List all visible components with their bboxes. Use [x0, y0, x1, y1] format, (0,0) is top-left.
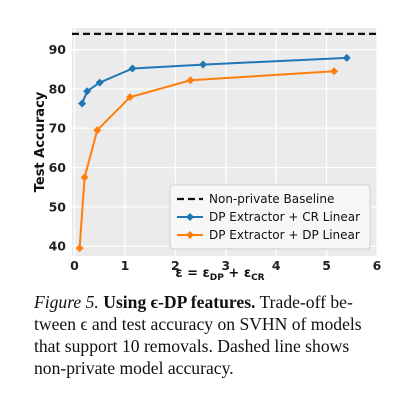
y-tick-label: 70: [49, 121, 67, 136]
series-0-point: [199, 60, 208, 69]
legend-baseline-label: Non-private Baseline: [209, 192, 334, 206]
series-1-point: [75, 244, 84, 253]
caption-line-4: non-private model accuracy.: [34, 358, 234, 378]
x-tick-label: 5: [322, 258, 331, 273]
y-tick-label: 50: [49, 199, 67, 214]
series-1-point: [93, 126, 102, 135]
caption-line-1: Trade-off be-: [255, 292, 353, 312]
legend-orange-label: DP Extractor + DP Linear: [209, 228, 360, 242]
figure-title: Using ϵ-DP features.: [103, 292, 256, 312]
series-1-point: [80, 173, 89, 182]
x-tick-label: 4: [272, 258, 281, 273]
x-tick-label: 3: [221, 258, 230, 273]
y-tick-label: 60: [49, 160, 67, 175]
legend: Non-private Baseline DP Extractor + CR L…: [169, 184, 371, 250]
series-1-point: [186, 76, 195, 85]
legend-blue-label: DP Extractor + CR Linear: [209, 210, 360, 224]
caption-line-2: tween ϵ and test accuracy on SVHN of mod…: [34, 314, 362, 334]
series-0-point: [78, 99, 87, 108]
x-tick-label: 1: [121, 258, 130, 273]
series-0-point: [95, 78, 104, 87]
series-layer: [75, 53, 351, 253]
y-axis-label: Test Accuracy: [33, 91, 48, 192]
legend-blue-marker: [186, 213, 194, 221]
series-0-point: [342, 53, 351, 62]
y-tick-labels: 40 50 60 70 80 90: [49, 42, 67, 254]
series-0-point: [83, 87, 92, 96]
figure-label: Figure 5.: [34, 292, 99, 312]
legend-box: [169, 184, 371, 250]
y-tick-label: 40: [49, 239, 67, 254]
caption-line-3: that support 10 removals. Dashed line sh…: [34, 336, 350, 356]
x-tick-labels: 0 1 2 3 4 5 6: [70, 258, 381, 273]
x-tick-label: 2: [171, 258, 180, 273]
series-1-point: [330, 67, 339, 76]
legend-orange-marker: [186, 231, 194, 239]
figure-caption: Figure 5. Using ϵ-DP features. Trade-off…: [34, 291, 396, 379]
accuracy-tradeoff-chart: 0 1 2 3 4 5 6 40 50 60 70 80 90 Test Accuracy ε = ε…: [33, 28, 382, 283]
y-tick-label: 80: [49, 81, 67, 96]
x-tick-label: 6: [373, 258, 382, 273]
x-axis-label: ε = εDP + εCR: [175, 266, 264, 283]
x-tick-label: 0: [70, 258, 79, 273]
y-tick-label: 90: [49, 42, 67, 57]
series-1-point: [125, 93, 134, 102]
series-0-point: [128, 64, 137, 73]
series-1-line: [78, 70, 335, 249]
